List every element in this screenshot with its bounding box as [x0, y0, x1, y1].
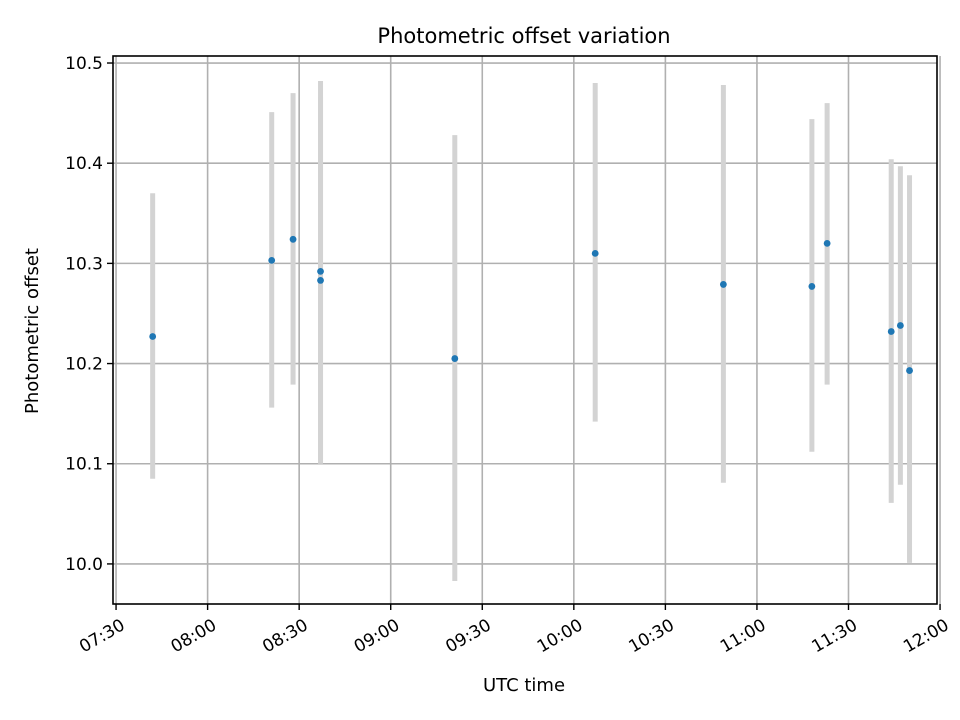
- data-point: [451, 355, 459, 362]
- data-point: [808, 283, 816, 290]
- data-point: [591, 249, 599, 257]
- x-axis-label: UTC time: [483, 675, 565, 696]
- axes-border: [112, 55, 938, 605]
- y-tick-label: 10.4: [65, 154, 103, 174]
- data-point: [906, 367, 913, 374]
- data-point: [268, 256, 276, 264]
- grid: [113, 56, 941, 604]
- data-point: [719, 281, 727, 288]
- data-point: [149, 333, 157, 340]
- y-tick-label: 10.2: [65, 355, 103, 375]
- data-point: [317, 277, 324, 284]
- data-point: [823, 239, 831, 247]
- chart-title: Photometric offset variation: [377, 24, 670, 48]
- data-point: [289, 235, 297, 243]
- axes-frame: [112, 55, 938, 605]
- y-tick-label: 10.3: [65, 254, 103, 274]
- y-axis-label: Photometric offset: [22, 248, 43, 414]
- y-tick-label: 10.0: [65, 555, 103, 575]
- y-axis-ticks: 10.0 10.1 10.2 10.3 10.4 10.5: [65, 54, 113, 575]
- data-point: [317, 267, 324, 275]
- y-tick-label: 10.1: [65, 455, 103, 475]
- data-points: [149, 235, 913, 374]
- data-point: [887, 328, 895, 335]
- y-tick-label: 10.5: [65, 54, 103, 74]
- data-point: [896, 322, 904, 329]
